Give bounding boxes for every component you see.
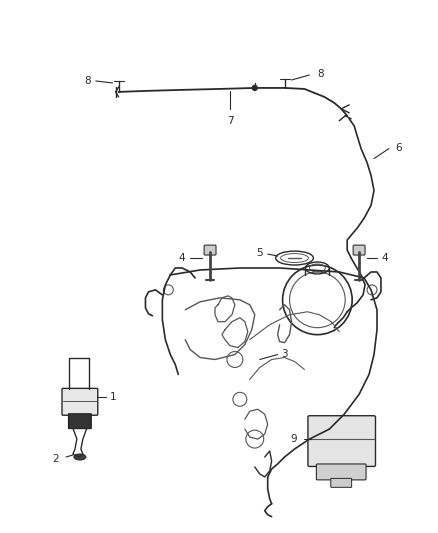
Text: 6: 6 [395,143,402,152]
Text: 5: 5 [256,248,263,258]
Text: 4: 4 [179,253,185,263]
FancyBboxPatch shape [316,464,366,480]
Text: 2: 2 [53,454,59,464]
Text: 9: 9 [291,434,297,444]
Ellipse shape [74,454,86,460]
FancyBboxPatch shape [204,245,216,255]
FancyBboxPatch shape [331,479,352,487]
Circle shape [252,85,257,91]
FancyBboxPatch shape [68,414,91,429]
Text: 3: 3 [282,349,288,359]
FancyBboxPatch shape [62,389,98,415]
Text: 8: 8 [318,69,324,79]
Text: 4: 4 [381,253,388,263]
FancyBboxPatch shape [308,416,375,466]
Text: 8: 8 [84,76,91,86]
Text: 7: 7 [226,116,233,126]
FancyBboxPatch shape [353,245,365,255]
Text: 1: 1 [110,392,117,402]
